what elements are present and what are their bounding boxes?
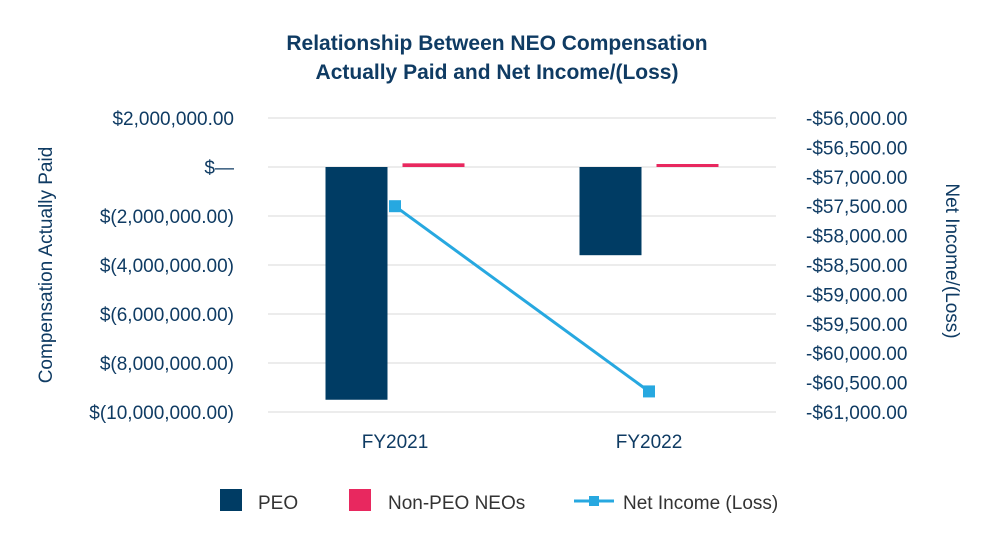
legend-marker-net-income [589, 496, 599, 506]
legend: PEO Non-PEO NEOs Net Income (Loss) [220, 489, 778, 514]
net-income-line [394, 204, 650, 393]
right-tick-label: -$56,000.00 [806, 109, 907, 130]
legend-label-net-income: Net Income (Loss) [623, 493, 778, 514]
left-axis-label: Compensation Actually Paid [36, 147, 57, 384]
left-tick-label: $— [204, 158, 234, 179]
net-income-point-fy2022 [643, 385, 655, 398]
right-tick-label: -$60,500.00 [806, 374, 907, 395]
category-label: FY2021 [362, 432, 429, 453]
bar-peo-fy2021 [325, 167, 388, 400]
bar-series [325, 163, 719, 400]
bar-non-peo-neos-fy2022 [656, 164, 719, 167]
right-tick-label: -$59,500.00 [806, 315, 907, 336]
right-axis-label: Net Income/(Loss) [941, 183, 962, 338]
left-tick-label: $(10,000,000.00) [89, 403, 234, 424]
chart-title-line-1: Relationship Between NEO Compensation [286, 32, 707, 55]
legend-swatch-non-peo [349, 489, 371, 511]
right-tick-label: -$56,500.00 [806, 138, 907, 159]
left-tick-label: $(4,000,000.00) [100, 256, 234, 277]
right-tick-label: -$57,000.00 [806, 168, 907, 189]
bar-peo-fy2022 [579, 167, 642, 256]
bar-non-peo-neos-fy2021 [402, 163, 465, 167]
left-axis-ticks: $2,000,000.00 $— $(2,000,000.00) $(4,000,00… [89, 109, 234, 424]
right-tick-label: -$60,000.00 [806, 344, 907, 365]
right-tick-label: -$58,500.00 [806, 256, 907, 277]
category-labels: FY2021 FY2022 [362, 432, 683, 453]
right-tick-label: -$58,000.00 [806, 227, 907, 248]
right-axis-ticks: -$56,000.00 -$56,500.00 -$57,000.00 -$57,50… [806, 109, 907, 424]
legend-label-peo: PEO [258, 493, 298, 514]
category-label: FY2022 [616, 432, 683, 453]
left-tick-label: $(6,000,000.00) [100, 305, 234, 326]
right-tick-label: -$61,000.00 [806, 403, 907, 424]
legend-label-non-peo: Non-PEO NEOs [388, 493, 525, 514]
left-tick-label: $(8,000,000.00) [100, 354, 234, 375]
left-tick-label: $2,000,000.00 [112, 109, 234, 130]
left-tick-label: $(2,000,000.00) [100, 207, 234, 228]
line-series [389, 200, 655, 398]
legend-swatch-peo [220, 489, 242, 511]
net-income-point-fy2021 [389, 200, 401, 213]
right-tick-label: -$59,000.00 [806, 285, 907, 306]
right-tick-label: -$57,500.00 [806, 197, 907, 218]
chart-title-line-2: Actually Paid and Net Income/(Loss) [316, 61, 679, 84]
